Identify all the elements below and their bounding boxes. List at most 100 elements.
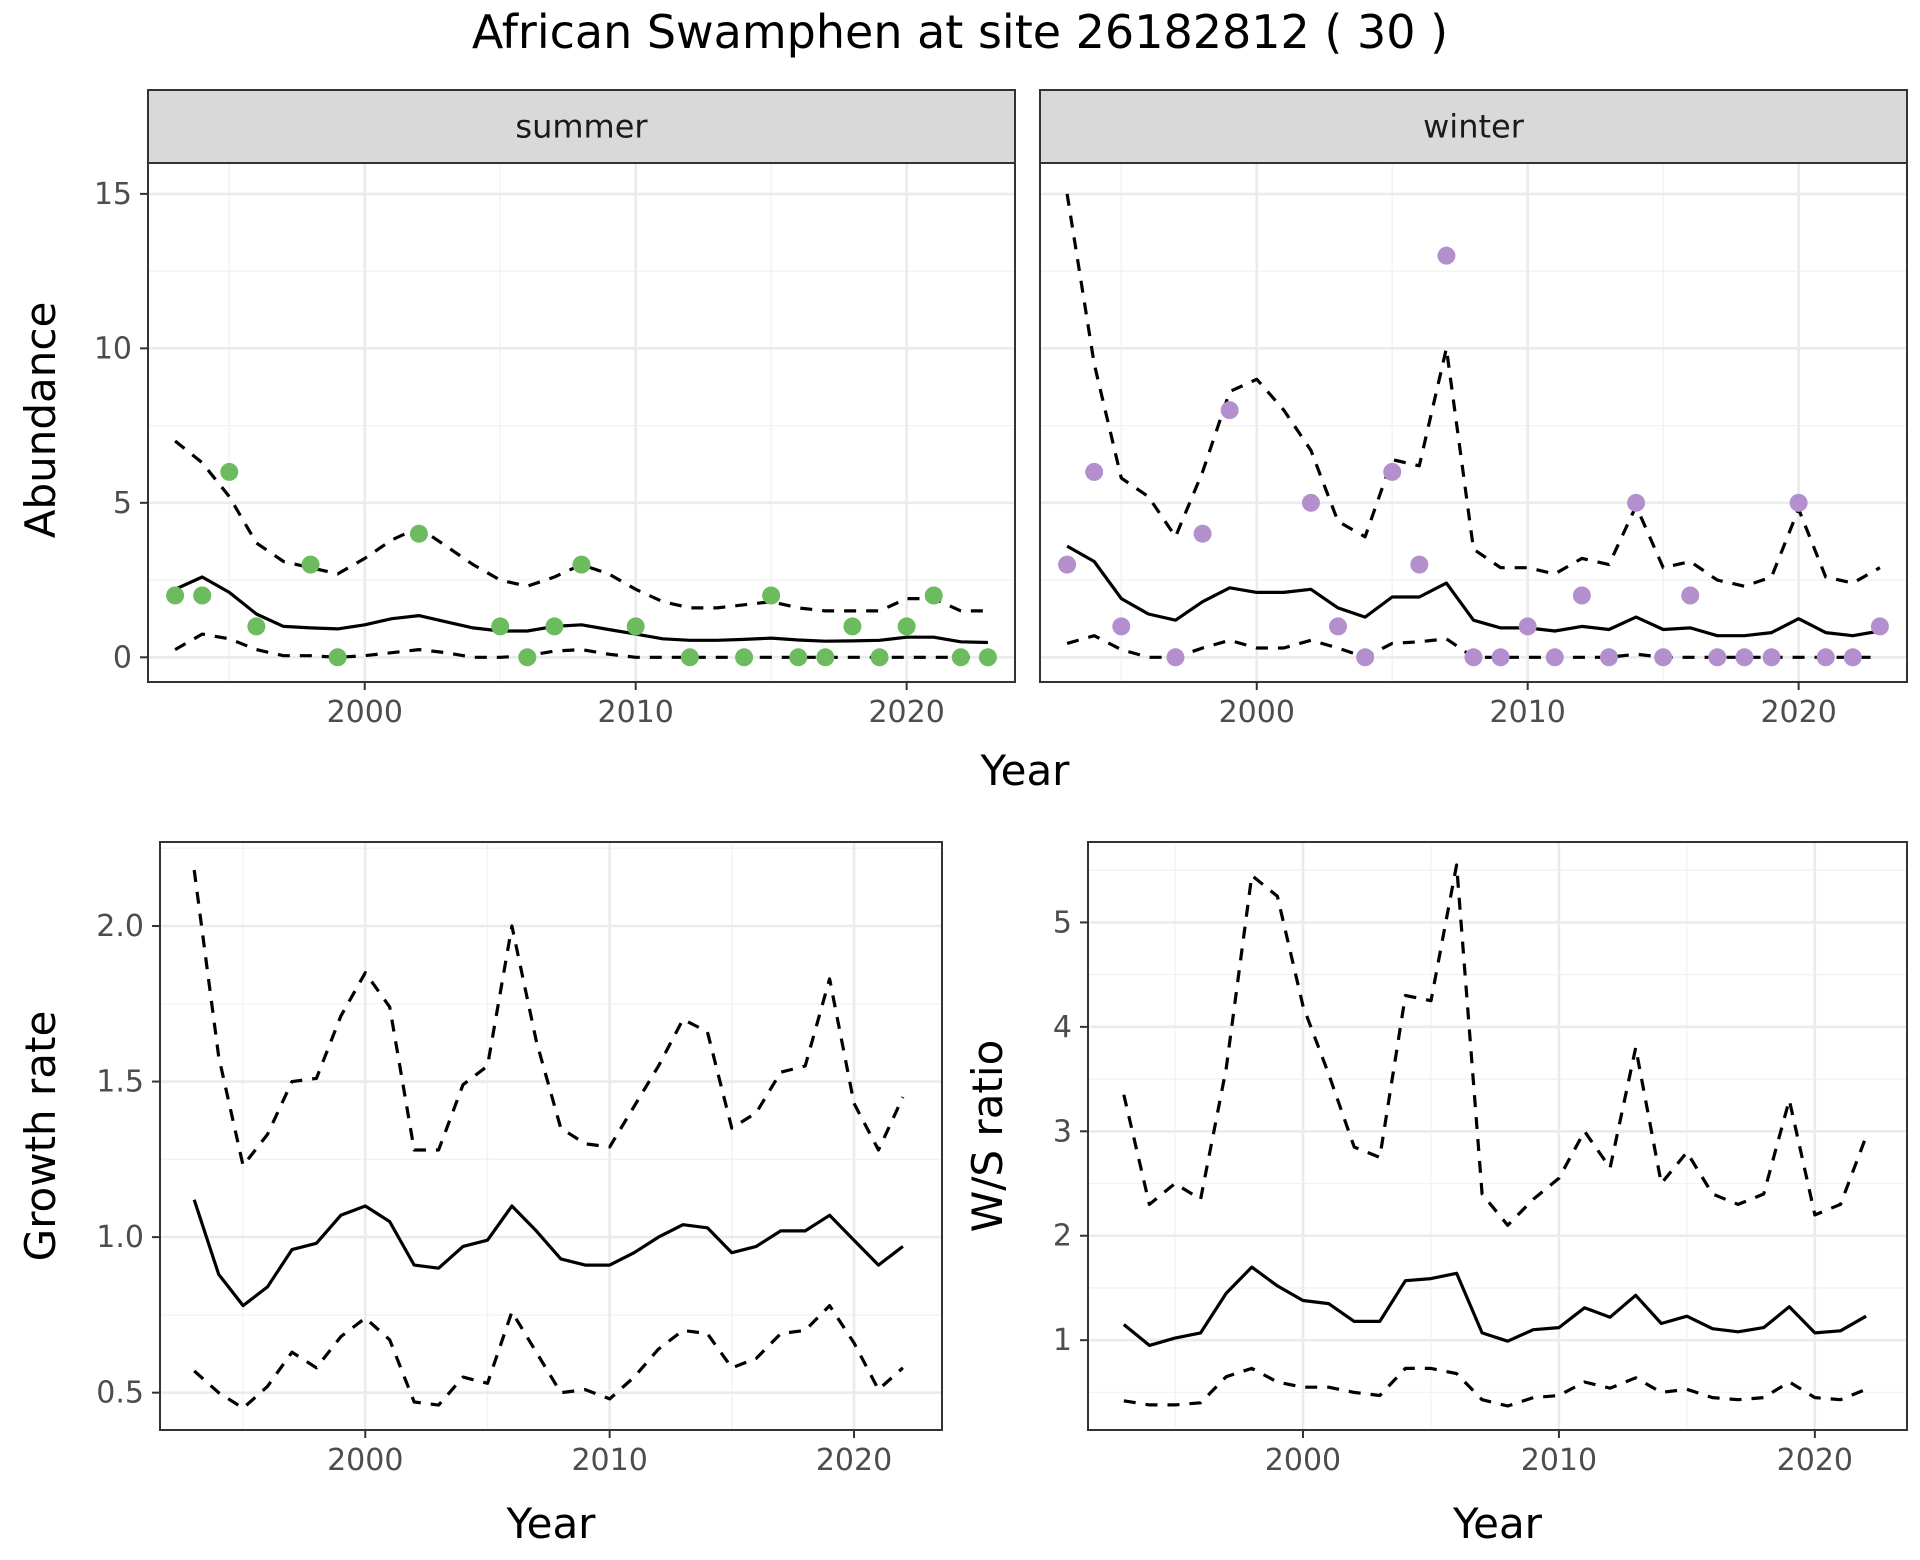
top-x-axis-title: Year — [980, 746, 1071, 795]
data-point — [301, 555, 320, 574]
strip-label-summer: summer — [515, 108, 648, 146]
data-point — [1654, 648, 1673, 667]
y-axis-title: W/S ratio — [963, 1040, 1012, 1233]
data-point — [1112, 617, 1131, 636]
x-axis-title: Year — [1452, 1499, 1543, 1548]
series-fit-line — [192, 1199, 904, 1308]
plot-area — [1040, 163, 1907, 682]
y-tick-label: 1.5 — [96, 1065, 144, 1100]
data-point — [166, 586, 185, 605]
y-tick-label: 3 — [1053, 1114, 1072, 1149]
data-point — [1410, 555, 1429, 574]
panel-border — [1087, 841, 1908, 1431]
main-title: African Swamphen at site 26182812 ( 30 ) — [472, 5, 1448, 59]
data-point — [220, 462, 239, 481]
data-point — [1572, 586, 1591, 605]
x-tick-label: 2010 — [1490, 695, 1566, 730]
panel-border — [1039, 162, 1908, 683]
data-point — [1708, 648, 1727, 667]
data-point — [680, 648, 699, 667]
data-point — [1383, 462, 1402, 481]
data-point — [1329, 617, 1348, 636]
series-upper-line — [1122, 863, 1868, 1227]
x-tick-label: 2000 — [1219, 695, 1295, 730]
data-point — [1437, 246, 1456, 265]
data-point — [1762, 648, 1781, 667]
data-point — [491, 617, 510, 636]
data-point — [1627, 493, 1646, 512]
data-point — [1166, 648, 1185, 667]
x-tick-label: 2000 — [327, 695, 403, 730]
data-point — [762, 586, 781, 605]
x-tick-label: 2010 — [571, 1443, 647, 1478]
data-point — [193, 586, 212, 605]
series-fit-line — [174, 575, 988, 645]
y-tick-label: 2.0 — [96, 909, 144, 944]
data-point — [545, 617, 564, 636]
y-tick-label: 1.0 — [96, 1220, 144, 1255]
data-point — [1058, 555, 1077, 574]
y-tick-label: 0 — [113, 640, 132, 675]
x-tick-label: 2010 — [598, 695, 674, 730]
data-point — [1681, 586, 1700, 605]
series-upper-line — [1065, 193, 1881, 588]
series-fit-line — [1066, 544, 1881, 638]
data-point — [1518, 617, 1537, 636]
series-fit-line — [1122, 1265, 1867, 1348]
data-point — [789, 648, 808, 667]
panel-ws-ratio: 2000 2010 2020 1 2 3 4 5 Year W/S ratio — [963, 841, 1908, 1548]
x-tick-label: 2000 — [1265, 1443, 1341, 1478]
y-tick-label: 1 — [1053, 1323, 1072, 1358]
x-axis-title: Year — [506, 1499, 597, 1548]
data-point — [1870, 617, 1889, 636]
y-tick-label: 15 — [94, 177, 132, 212]
series-lower-line — [193, 1303, 904, 1410]
data-point — [328, 648, 347, 667]
data-point — [518, 648, 537, 667]
data-point — [1220, 401, 1239, 420]
data-point — [1464, 648, 1483, 667]
data-point — [1085, 462, 1104, 481]
data-point — [897, 617, 916, 636]
data-point — [572, 555, 591, 574]
data-point — [1193, 524, 1212, 543]
top-y-axis-title: Abundance — [16, 302, 65, 539]
y-axis-title: Growth rate — [16, 1011, 65, 1262]
x-tick-label: 2020 — [868, 695, 944, 730]
data-point — [1545, 648, 1564, 667]
panel-border — [159, 841, 943, 1431]
x-tick-label: 2020 — [1777, 1443, 1853, 1478]
plot-area — [148, 163, 1015, 682]
data-point — [1301, 493, 1320, 512]
strip-label-winter: winter — [1423, 108, 1525, 146]
y-tick-label: 5 — [113, 486, 132, 521]
data-point — [409, 524, 428, 543]
y-tick-label: 10 — [94, 331, 132, 366]
data-point — [951, 648, 970, 667]
data-point — [843, 617, 862, 636]
y-tick-label: 2 — [1053, 1219, 1072, 1254]
data-point — [1816, 648, 1835, 667]
data-point — [870, 648, 889, 667]
x-tick-label: 2020 — [1760, 695, 1836, 730]
data-point — [735, 648, 754, 667]
y-tick-label: 0.5 — [96, 1376, 144, 1411]
plot-area — [1088, 842, 1907, 1430]
data-point — [816, 648, 835, 667]
panel-summer-abundance: summer 2000 2010 2020 0 5 10 15 — [94, 89, 1016, 730]
data-point — [978, 648, 997, 667]
data-point — [1789, 493, 1808, 512]
y-tick-label: 5 — [1053, 905, 1072, 940]
series-upper-line — [192, 869, 905, 1168]
x-tick-label: 2010 — [1521, 1443, 1597, 1478]
x-tick-label: 2000 — [327, 1443, 403, 1478]
panel-growth-rate: 2000 2010 2020 0.5 1.0 1.5 2.0 Year Growth rate — [16, 841, 943, 1548]
series-upper-line — [174, 439, 988, 613]
data-point — [1491, 648, 1510, 667]
x-tick-label: 2020 — [816, 1443, 892, 1478]
strip-summer — [147, 89, 1016, 164]
data-point — [247, 617, 266, 636]
strip-winter — [1039, 89, 1908, 164]
data-point — [1843, 648, 1862, 667]
